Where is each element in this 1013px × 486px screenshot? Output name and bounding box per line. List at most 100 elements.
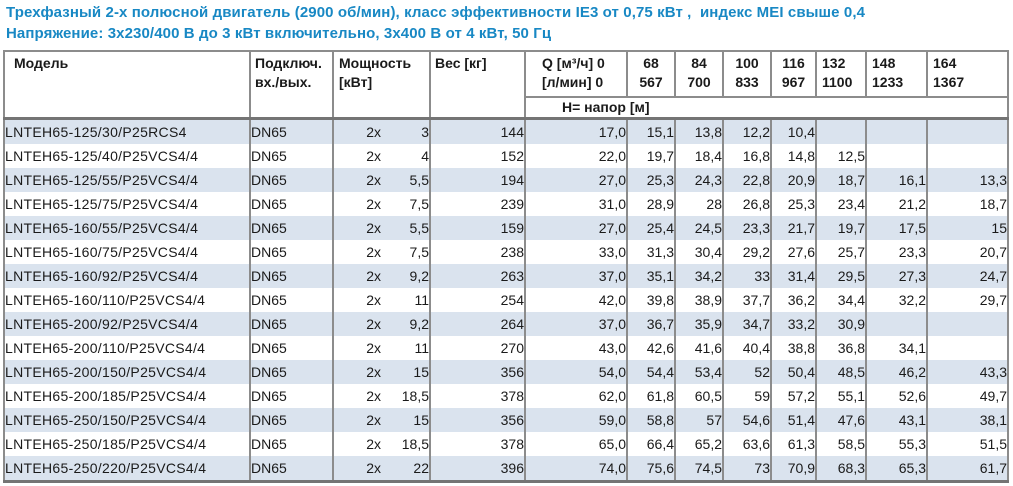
head-cell — [926, 118, 1008, 144]
model-cell: LNTEH65-200/110/P25VCS4/4 — [3, 336, 250, 360]
table-row: LNTEH65-200/150/P25VCS4/4 DN65 2x 15 356 54,0… — [3, 360, 1008, 384]
head-cell: 35,1 — [626, 264, 675, 288]
head-cell: 27,6 — [770, 240, 816, 264]
model-cell: LNTEH65-125/40/P25VCS4/4 — [3, 144, 250, 168]
head-cell: 24,3 — [674, 168, 723, 192]
head-cell: 55,1 — [815, 384, 866, 408]
flow-m3h-value: 68 — [643, 55, 659, 71]
head-cell — [815, 118, 866, 144]
model-cell: LNTEH65-160/75/P25VCS4/4 — [3, 240, 250, 264]
power-value: 15 — [413, 363, 429, 380]
table-body: LNTEH65-125/30/P25RCS4 DN65 2x 3 144 17,0 15,1… — [3, 118, 1008, 482]
head-cell: 51,4 — [770, 408, 816, 432]
model-cell: LNTEH65-125/30/P25RCS4 — [3, 118, 250, 144]
head-cell: 37,7 — [722, 288, 771, 312]
power-cell: 2x 15 — [332, 360, 430, 384]
weight-cell: 254 — [429, 288, 525, 312]
power-cell: 2x 18,5 — [332, 432, 430, 456]
connection-cell: DN65 — [249, 144, 333, 168]
table-row: LNTEH65-200/185/P25VCS4/4 DN65 2x 18,5 378 62… — [3, 384, 1008, 408]
connection-cell: DN65 — [249, 216, 333, 240]
connection-cell: DN65 — [249, 408, 333, 432]
power-prefix: 2x — [366, 411, 381, 428]
power-cell: 2x 3 — [332, 118, 430, 144]
head-cell — [926, 312, 1008, 336]
table-row: LNTEH65-160/75/P25VCS4/4 DN65 2x 7,5 238 33,0… — [3, 240, 1008, 264]
head-cell: 61,3 — [770, 432, 816, 456]
flow-m3h-value: 84 — [691, 55, 707, 71]
head-cell: 31,3 — [626, 240, 675, 264]
head-cell: 58,5 — [815, 432, 866, 456]
head-cell: 57 — [674, 408, 723, 432]
head-cell: 18,7 — [815, 168, 866, 192]
head-cell: 74,0 — [524, 456, 627, 482]
head-cell: 70,9 — [770, 456, 816, 482]
connection-cell: DN65 — [249, 456, 333, 482]
power-prefix: 2x — [366, 147, 381, 164]
head-cell: 34,1 — [865, 336, 927, 360]
power-value: 18,5 — [401, 387, 429, 404]
power-prefix: 2x — [366, 387, 381, 404]
head-cell: 25,3 — [770, 192, 816, 216]
head-cell: 38,1 — [926, 408, 1008, 432]
power-prefix: 2x — [366, 339, 381, 356]
connection-cell: DN65 — [249, 432, 333, 456]
head-cell: 17,0 — [524, 118, 627, 144]
col-header-q-zero: Q [м³/ч] 0 [л/мин] 0 — [524, 51, 627, 98]
head-cell: 36,2 — [770, 288, 816, 312]
col-header-power-line1: Мощность — [339, 55, 412, 71]
power-prefix: 2x — [366, 267, 381, 284]
head-cell: 20,7 — [926, 240, 1008, 264]
table-row: LNTEH65-250/150/P25VCS4/4 DN65 2x 15 356 59,0… — [3, 408, 1008, 432]
head-cell: 63,6 — [722, 432, 771, 456]
head-cell: 30,9 — [815, 312, 866, 336]
head-cell: 66,4 — [626, 432, 675, 456]
weight-cell: 356 — [429, 408, 525, 432]
q-lmin-label: [л/мин] 0 — [542, 74, 604, 90]
head-cell: 12,2 — [722, 118, 771, 144]
power-cell: 2x 11 — [332, 336, 430, 360]
head-cell: 16,1 — [865, 168, 927, 192]
head-cell: 52,6 — [865, 384, 927, 408]
model-cell: LNTEH65-200/150/P25VCS4/4 — [3, 360, 250, 384]
col-header-flow-68: 68 567 — [626, 51, 675, 98]
power-value: 15 — [413, 411, 429, 428]
head-cell: 50,4 — [770, 360, 816, 384]
head-cell: 58,8 — [626, 408, 675, 432]
head-cell: 21,7 — [770, 216, 816, 240]
connection-cell: DN65 — [249, 168, 333, 192]
head-cell: 52 — [722, 360, 771, 384]
head-cell: 34,4 — [815, 288, 866, 312]
head-cell: 10,4 — [770, 118, 816, 144]
connection-cell: DN65 — [249, 264, 333, 288]
power-cell: 2x 5,5 — [332, 216, 430, 240]
head-cell: 59 — [722, 384, 771, 408]
head-cell: 32,2 — [865, 288, 927, 312]
head-cell: 53,4 — [674, 360, 723, 384]
head-cell: 37,0 — [524, 264, 627, 288]
head-cell: 47,6 — [815, 408, 866, 432]
head-cell: 68,3 — [815, 456, 866, 482]
weight-cell: 270 — [429, 336, 525, 360]
model-cell: LNTEH65-250/150/P25VCS4/4 — [3, 408, 250, 432]
head-cell: 25,7 — [815, 240, 866, 264]
head-cell: 25,3 — [626, 168, 675, 192]
flow-lmin-value: 567 — [639, 74, 663, 90]
head-cell: 34,2 — [674, 264, 723, 288]
connection-cell: DN65 — [249, 336, 333, 360]
head-cell: 27,0 — [524, 168, 627, 192]
model-cell: LNTEH65-200/92/P25VCS4/4 — [3, 312, 250, 336]
head-cell — [865, 144, 927, 168]
head-cell: 29,5 — [815, 264, 866, 288]
table-row: LNTEH65-250/185/P25VCS4/4 DN65 2x 18,5 378 65… — [3, 432, 1008, 456]
weight-cell: 378 — [429, 432, 525, 456]
head-cell: 12,5 — [815, 144, 866, 168]
power-prefix: 2x — [366, 363, 381, 380]
power-value: 9,2 — [409, 267, 429, 284]
head-cell: 33 — [722, 264, 771, 288]
power-prefix: 2x — [366, 291, 381, 308]
table-row: LNTEH65-200/92/P25VCS4/4 DN65 2x 9,2 264 37,0… — [3, 312, 1008, 336]
col-header-connection: Подключ. вх./вых. — [249, 51, 333, 120]
power-value: 4 — [421, 147, 429, 164]
